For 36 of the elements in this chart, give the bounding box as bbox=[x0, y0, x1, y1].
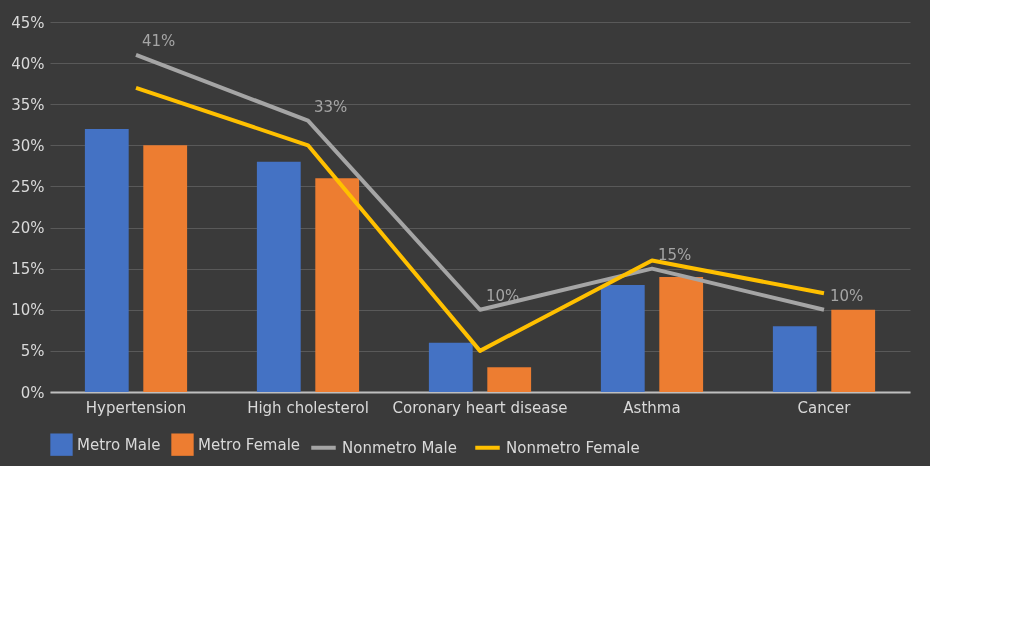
legend-label: Nonmetro Male bbox=[342, 438, 457, 457]
x-tick-label: Asthma bbox=[623, 398, 681, 417]
y-tick-label: 45% bbox=[11, 13, 45, 32]
bar bbox=[659, 276, 704, 392]
y-tick-label: 35% bbox=[11, 95, 45, 114]
data-label: 10% bbox=[486, 286, 520, 305]
bar bbox=[143, 145, 188, 392]
x-tick-label: High cholesterol bbox=[247, 398, 369, 417]
y-tick-label: 15% bbox=[11, 260, 45, 279]
y-tick-label: 0% bbox=[20, 383, 45, 402]
bar bbox=[487, 367, 532, 392]
bar bbox=[831, 309, 876, 392]
y-tick-label: 30% bbox=[11, 136, 45, 155]
data-label: 41% bbox=[142, 31, 176, 50]
bar bbox=[256, 161, 301, 392]
y-tick-label: 40% bbox=[11, 54, 45, 73]
x-tick-label: Coronary heart disease bbox=[392, 398, 568, 417]
legend-label: Metro Male bbox=[77, 435, 161, 454]
x-tick-label: Cancer bbox=[797, 398, 852, 417]
bar bbox=[600, 285, 645, 392]
legend-label: Metro Female bbox=[198, 435, 301, 454]
y-tick-label: 25% bbox=[11, 177, 45, 196]
bar bbox=[428, 342, 473, 392]
bar bbox=[772, 326, 817, 392]
bar bbox=[84, 128, 129, 392]
x-tick-label: Hypertension bbox=[85, 398, 187, 417]
line-series bbox=[134, 85, 826, 353]
y-tick-label: 5% bbox=[20, 342, 45, 361]
data-label: 10% bbox=[830, 286, 864, 305]
y-tick-label: 10% bbox=[11, 301, 45, 320]
line-series bbox=[134, 52, 826, 312]
bar bbox=[315, 178, 360, 392]
data-label: 15% bbox=[658, 245, 692, 264]
y-tick-label: 20% bbox=[11, 219, 45, 238]
legend-label: Nonmetro Female bbox=[506, 438, 640, 457]
data-label: 33% bbox=[314, 97, 348, 116]
